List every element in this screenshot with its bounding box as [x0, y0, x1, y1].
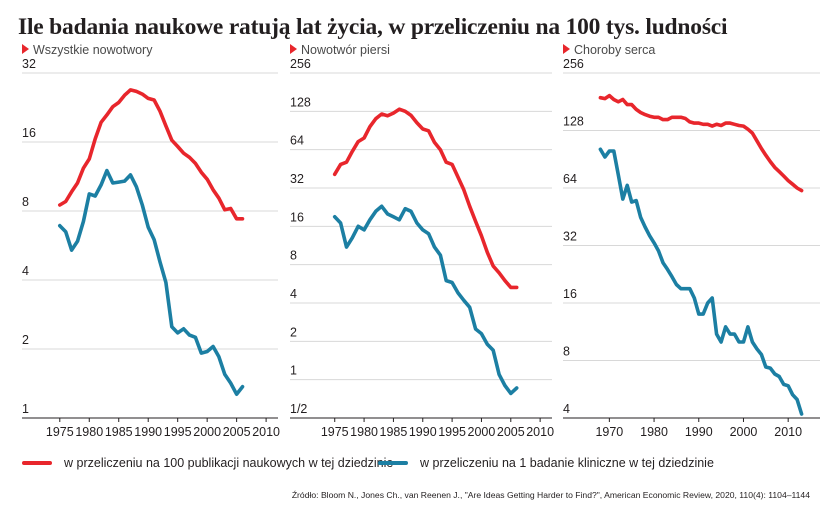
y-tick-label: 256 — [290, 57, 311, 71]
y-tick-label: 1 — [22, 402, 29, 416]
panel-subtitle: Nowotwór piersi — [301, 43, 390, 57]
y-tick-label: 2 — [290, 325, 297, 339]
y-tick-label: 256 — [563, 57, 584, 71]
y-tick-label: 2 — [22, 333, 29, 347]
x-tick-label: 2000 — [730, 425, 758, 439]
legend: w przeliczeniu na 100 publikacji naukowy… — [0, 456, 830, 476]
y-tick-label: 64 — [563, 172, 577, 186]
x-tick-label: 1990 — [685, 425, 713, 439]
legend-swatch-blue — [378, 461, 408, 465]
x-tick-label: 1995 — [438, 425, 466, 439]
y-tick-label: 16 — [22, 126, 36, 140]
x-tick-label: 1990 — [409, 425, 437, 439]
y-tick-label: 64 — [290, 134, 304, 148]
legend-label-publications: w przeliczeniu na 100 publikacji naukowy… — [64, 456, 394, 470]
x-tick-label: 1985 — [380, 425, 408, 439]
y-tick-label: 1/2 — [290, 402, 307, 416]
series-line-publications — [598, 93, 804, 193]
x-tick-label: 2000 — [468, 425, 496, 439]
y-tick-label: 8 — [290, 249, 297, 263]
y-tick-label: 32 — [563, 230, 577, 244]
x-tick-label: 1975 — [321, 425, 349, 439]
panel-subtitle: Wszystkie nowotwory — [33, 43, 153, 57]
legend-item-publications: w przeliczeniu na 100 publikacji naukowy… — [22, 456, 393, 470]
subtitle-marker-icon — [290, 44, 297, 54]
y-tick-label: 4 — [290, 287, 297, 301]
x-tick-label: 1995 — [164, 425, 192, 439]
x-tick-label: 1985 — [105, 425, 133, 439]
x-tick-label: 1980 — [350, 425, 378, 439]
x-tick-label: 1990 — [134, 425, 162, 439]
y-tick-label: 16 — [563, 287, 577, 301]
y-tick-label: 32 — [290, 172, 304, 186]
subtitle-marker-icon — [563, 44, 570, 54]
y-tick-label: 128 — [290, 95, 311, 109]
series-line-clinical-trials — [598, 147, 804, 416]
series-line-clinical-trials — [57, 168, 245, 397]
y-tick-label: 1 — [290, 364, 297, 378]
x-tick-label: 1980 — [640, 425, 668, 439]
x-tick-label: 2010 — [252, 425, 280, 439]
series-line-publications — [332, 107, 519, 290]
y-tick-label: 8 — [22, 195, 29, 209]
series-line-clinical-trials — [332, 204, 519, 396]
y-tick-label: 4 — [22, 264, 29, 278]
y-tick-label: 128 — [563, 115, 584, 129]
x-tick-label: 2005 — [223, 425, 251, 439]
legend-label-clinical-trials: w przeliczeniu na 1 badanie kliniczne w … — [420, 456, 714, 470]
y-tick-label: 8 — [563, 345, 570, 359]
panel-subtitle: Choroby serca — [574, 43, 655, 57]
x-tick-label: 1980 — [75, 425, 103, 439]
source-note: Źródło: Bloom N., Jones Ch., van Reenen … — [291, 490, 810, 500]
y-tick-label: 16 — [290, 210, 304, 224]
series-line-publications — [57, 88, 245, 221]
x-tick-label: 2005 — [497, 425, 525, 439]
x-tick-label: 1975 — [46, 425, 74, 439]
x-tick-label: 2010 — [774, 425, 802, 439]
x-tick-label: 1970 — [595, 425, 623, 439]
y-tick-label: 4 — [563, 402, 570, 416]
x-tick-label: 2000 — [193, 425, 221, 439]
y-tick-label: 32 — [22, 57, 36, 71]
x-tick-label: 2010 — [526, 425, 554, 439]
chart-title: Ile badania naukowe ratują lat życia, w … — [18, 14, 728, 40]
panel-3: Choroby serca 4 8 16 32 64 128 256 1970 1980 1990 2… — [563, 43, 820, 439]
subtitle-marker-icon — [22, 44, 29, 54]
legend-swatch-red — [22, 461, 52, 465]
legend-item-clinical-trials: w przeliczeniu na 1 badanie kliniczne w … — [378, 456, 714, 470]
